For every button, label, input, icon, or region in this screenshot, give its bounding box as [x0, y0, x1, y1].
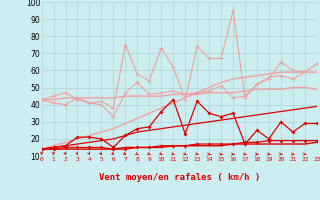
X-axis label: Vent moyen/en rafales ( km/h ): Vent moyen/en rafales ( km/h ) [99, 174, 260, 182]
